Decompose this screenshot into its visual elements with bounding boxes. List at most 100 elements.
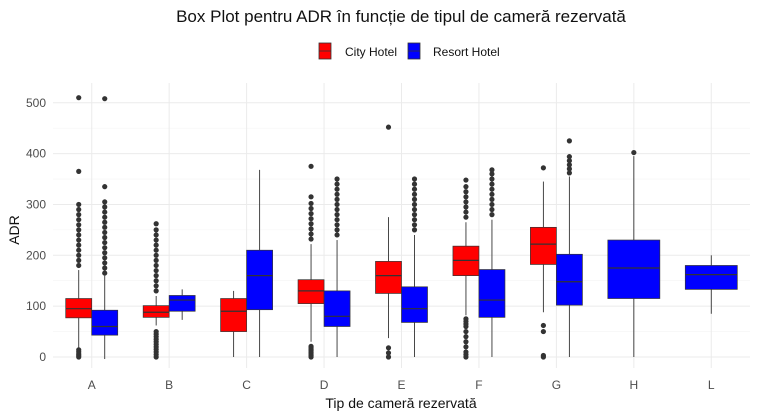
box-city-hotel-f [452, 177, 480, 360]
outlier-point [334, 206, 340, 213]
outlier-point [102, 204, 108, 210]
outlier-point [153, 328, 159, 335]
outlier-point [153, 267, 159, 274]
outlier-point [489, 206, 495, 213]
box-resort-hotel-e [401, 176, 428, 357]
outlier-point [385, 350, 392, 356]
outlier-point [411, 206, 418, 213]
box-body [297, 279, 325, 304]
box-city-hotel-d [297, 163, 325, 360]
outlier-point [411, 222, 418, 228]
outlier-point [463, 199, 469, 205]
chart-title: Box Plot pentru ADR în funcție de tipul … [176, 7, 626, 26]
outlier-point [463, 328, 469, 335]
boxes [65, 95, 738, 360]
outlier-point [566, 162, 572, 168]
outlier-point [463, 339, 469, 345]
outlier-point [102, 265, 108, 271]
outlier-point [411, 201, 418, 208]
outlier-point [540, 352, 546, 359]
outlier-point [102, 214, 108, 220]
outlier-point [76, 252, 82, 258]
outlier-point [540, 328, 546, 335]
outlier-point [489, 186, 495, 192]
outlier-point [102, 209, 108, 215]
outlier-point [153, 283, 159, 289]
outlier-point [308, 163, 314, 169]
outlier-point [463, 334, 469, 340]
outlier-point [153, 237, 159, 243]
outlier-point [76, 347, 82, 353]
outlier-point [153, 232, 159, 238]
outlier-point [308, 211, 314, 217]
outlier-point [334, 227, 340, 233]
y-axis-ticks: 0 100 200 300 400 500 [26, 96, 46, 364]
outlier-point [76, 232, 82, 238]
box-resort-hotel-f [478, 167, 506, 357]
outlier-point [76, 212, 82, 218]
outlier-point [76, 217, 82, 223]
outlier-point [308, 221, 314, 227]
outlier-point [76, 95, 82, 101]
outlier-point [308, 200, 314, 207]
outlier-point [153, 257, 159, 263]
outlier-point [489, 212, 495, 218]
box-body [91, 309, 119, 336]
outlier-point [385, 124, 392, 130]
box-body [246, 249, 273, 311]
box-body [323, 290, 351, 327]
outlier-point [76, 201, 82, 208]
outlier-point [489, 171, 495, 177]
outlier-point [411, 217, 418, 223]
box-city-hotel-c [220, 290, 247, 357]
outlier-point [463, 184, 469, 190]
outlier-point [153, 252, 159, 258]
outlier-point [102, 250, 108, 256]
outlier-point [566, 170, 572, 176]
outlier-point [334, 196, 340, 202]
outlier-point [411, 212, 418, 218]
box-resort-hotel-l [684, 255, 738, 314]
outlier-point [153, 227, 159, 233]
box-body [607, 239, 661, 299]
outlier-point [334, 181, 340, 187]
box-city-hotel-a [65, 95, 93, 360]
outlier-point [566, 158, 572, 164]
x-tick-label: A [88, 378, 96, 392]
outlier-point [334, 217, 340, 223]
outlier-point [102, 245, 108, 251]
outlier-point [334, 232, 340, 238]
outlier-point [76, 262, 82, 269]
y-tick-label: 500 [26, 96, 46, 110]
box-body [375, 261, 402, 294]
outlier-point [489, 176, 495, 182]
box-body [478, 269, 506, 318]
outlier-point [308, 236, 314, 242]
x-tick-label: B [165, 378, 173, 392]
box-city-hotel-e [375, 124, 402, 360]
box-body [220, 298, 247, 332]
outlier-point [411, 176, 418, 182]
outlier-point [489, 167, 495, 173]
outlier-point [102, 219, 108, 225]
x-tick-label: E [397, 378, 405, 392]
outlier-point [76, 227, 82, 233]
y-axis-title: ADR [6, 215, 22, 245]
outlier-point [463, 204, 469, 210]
x-tick-label: C [242, 378, 251, 392]
outlier-point [463, 189, 469, 195]
box-body [556, 253, 583, 306]
outlier-point [153, 262, 159, 269]
outlier-point [153, 221, 159, 227]
outlier-point [463, 344, 469, 350]
outlier-point [76, 168, 82, 174]
outlier-point [102, 184, 108, 190]
outlier-point [463, 194, 469, 200]
box-resort-hotel-c [246, 169, 273, 357]
outlier-point [411, 186, 418, 192]
x-tick-label: H [629, 378, 638, 392]
outlier-point [463, 177, 469, 183]
outlier-point [334, 191, 340, 197]
